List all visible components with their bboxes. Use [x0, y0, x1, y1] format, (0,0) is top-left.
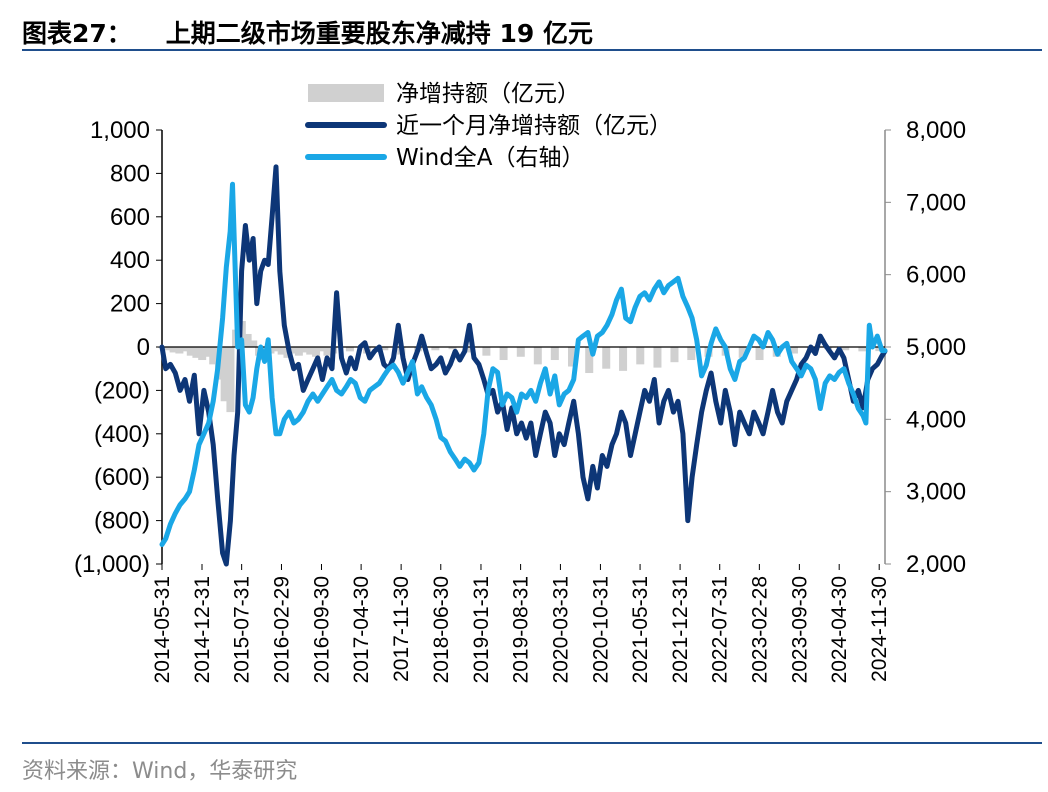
weekly-net-bar	[163, 347, 172, 351]
top-divider	[22, 49, 1042, 51]
weekly-net-bar	[841, 347, 850, 351]
x-axis-label: 2016-09-30	[311, 576, 334, 683]
x-axis-label: 2024-11-30	[868, 576, 891, 682]
x-axis-label: 2019-08-31	[510, 576, 533, 683]
left-axis-label: 800	[110, 160, 150, 187]
weekly-net-bar	[602, 347, 611, 369]
x-axis-label: 2024-04-30	[828, 576, 851, 683]
left-axis-label: (200)	[94, 377, 150, 404]
x-axis-label: 2021-12-31	[669, 576, 692, 683]
legend-label: 净增持额（亿元）	[396, 81, 580, 107]
x-axis-label: 2014-05-31	[151, 576, 174, 683]
weekly-net-bar	[209, 347, 218, 365]
weekly-net-bar	[585, 347, 594, 374]
weekly-net-bar	[323, 347, 332, 356]
x-axis-label: 2015-07-31	[231, 576, 254, 683]
weekly-net-bar	[289, 347, 298, 354]
weekly-net-bar	[203, 347, 212, 357]
weekly-net-bar	[294, 347, 303, 356]
x-axis-label: 2021-05-31	[629, 576, 652, 683]
weekly-net-bar	[312, 347, 321, 357]
figure-title-text: 上期二级市场重要股东净减持 19 亿元	[165, 19, 593, 48]
weekly-net-bar	[738, 347, 747, 358]
weekly-net-bar	[345, 347, 354, 352]
bottom-divider	[22, 742, 1042, 744]
weekly-net-bar	[380, 347, 389, 351]
weekly-net-bar	[300, 347, 309, 353]
x-axis-label: 2020-03-31	[549, 576, 572, 683]
weekly-net-bar	[482, 347, 491, 356]
left-axis-label: 200	[110, 291, 150, 318]
weekly-net-bar	[755, 347, 764, 361]
weekly-net-bar	[186, 347, 195, 356]
weekly-net-bar	[431, 347, 440, 351]
weekly-net-bar	[687, 347, 696, 361]
weekly-net-bar	[636, 347, 645, 365]
left-axis-label: (600)	[94, 464, 150, 491]
weekly-net-bar	[226, 347, 235, 413]
weekly-net-bar	[192, 347, 201, 358]
weekly-net-bar	[243, 333, 252, 347]
left-axis-label: (400)	[94, 421, 150, 448]
x-axis-label: 2023-09-30	[788, 576, 811, 683]
weekly-net-bar	[619, 347, 628, 371]
x-axis-label: 2019-01-31	[470, 576, 493, 683]
x-axis-label: 2017-11-30	[390, 576, 413, 682]
weekly-net-bar	[277, 347, 286, 355]
wind-all-a-line	[159, 181, 888, 547]
figure-label: 图表27：	[22, 19, 132, 48]
x-axis-label: 2016-02-29	[271, 576, 294, 683]
weekly-net-bar	[653, 347, 662, 368]
weekly-net-bar	[169, 347, 178, 353]
weekly-net-bar	[499, 347, 508, 361]
left-axis-label: 1,000	[90, 117, 150, 144]
left-axis-label: 400	[110, 247, 150, 274]
weekly-net-bar	[516, 347, 525, 357]
x-axis-label: 2023-02-28	[748, 576, 771, 683]
right-axis-label: 6,000	[906, 262, 966, 289]
left-axis-label: (800)	[94, 508, 150, 535]
weekly-net-bar	[533, 347, 542, 365]
weekly-net-bar	[789, 347, 798, 354]
weekly-net-bar	[175, 347, 184, 354]
weekly-net-bar	[272, 347, 281, 352]
weekly-net-bar	[249, 340, 258, 347]
monthly-net-line	[159, 164, 888, 567]
right-axis-label: 2,000	[906, 551, 966, 578]
weekly-net-bar	[448, 347, 457, 350]
right-axis-label: 8,000	[906, 117, 966, 144]
weekly-net-bar	[550, 347, 559, 361]
weekly-net-bar	[180, 347, 189, 352]
x-axis-label: 2022-07-31	[709, 576, 732, 683]
left-axis-label: 0	[137, 334, 150, 361]
chart: 1,000 800 600 400 200 0 (200) (400) (600) (800) (1…	[74, 81, 966, 683]
x-axis-label: 2018-06-30	[430, 576, 453, 683]
right-axis-label: 4,000	[906, 406, 966, 433]
left-axis-label: 600	[110, 204, 150, 231]
series-lines	[159, 164, 888, 567]
weekly-net-bar	[670, 347, 679, 363]
legend: 净增持额（亿元） 近一个月净增持额（亿元） Wind全A（右轴）	[305, 81, 672, 171]
legend-label: 近一个月净增持额（亿元）	[396, 113, 672, 139]
legend-label: Wind全A（右轴）	[396, 145, 585, 171]
left-axis-label: (1,000)	[74, 551, 150, 578]
weekly-net-bar	[465, 347, 474, 353]
x-axis-label: 2017-04-30	[350, 576, 373, 683]
right-axis-label: 5,000	[906, 334, 966, 361]
x-axis-label: 2020-10-31	[589, 576, 612, 683]
figure-title: 图表27： 上期二级市场重要股东净减持 19 亿元	[22, 14, 593, 50]
right-axis-label: 7,000	[906, 189, 966, 216]
legend-swatch-bar	[308, 84, 384, 102]
right-axis-label: 3,000	[906, 479, 966, 506]
weekly-net-bar	[306, 347, 315, 355]
source-note: 资料来源：Wind，华泰研究	[22, 759, 298, 784]
x-axis-label: 2014-12-31	[191, 576, 214, 683]
weekly-net-bar	[568, 347, 577, 367]
weekly-net-bar	[317, 347, 326, 352]
weekly-net-bar	[220, 347, 229, 402]
weekly-net-bar	[198, 347, 207, 361]
weekly-net-bar	[858, 347, 867, 352]
axes: 1,000 800 600 400 200 0 (200) (400) (600) (800) (1…	[74, 117, 966, 683]
